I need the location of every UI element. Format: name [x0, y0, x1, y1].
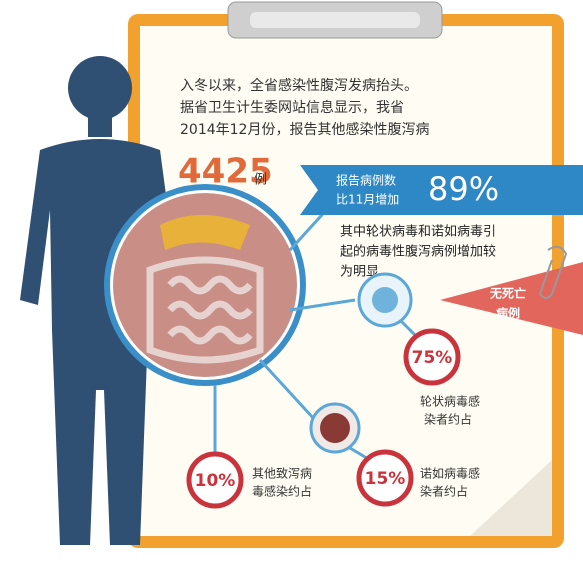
note-line: 起的病毒性腹泻病例增加较 — [340, 244, 496, 260]
clip-inner — [250, 12, 420, 28]
intro-line: 入冬以来，全省感染性腹泻发病抬头。 — [180, 77, 418, 94]
increase-label: 报告病例数 — [336, 173, 396, 188]
group-percent: 15% — [365, 469, 406, 489]
group-label: 染者约占 — [420, 484, 468, 499]
deaths-label: 无死亡 — [489, 286, 526, 301]
infographic: 入冬以来，全省感染性腹泻发病抬头。 据省卫生计生委网站信息显示，我省 2014年… — [0, 0, 583, 562]
group-label: 染者约占 — [424, 412, 472, 427]
increase-label: 比11月增加 — [336, 193, 399, 207]
bacteria-core — [320, 413, 350, 443]
intro-line: 据省卫生计生委网站信息显示，我省 — [180, 99, 404, 116]
group-label: 诺如病毒感 — [420, 466, 480, 481]
group-percent: 10% — [195, 471, 236, 491]
group-percent: 75% — [412, 348, 453, 368]
group-label: 轮状病毒感 — [420, 394, 480, 409]
group-label: 其他致泻病 — [252, 466, 312, 481]
deaths-label: 病例 — [496, 306, 520, 321]
note-line: 其中轮状病毒和诺如病毒引 — [340, 224, 496, 240]
case-unit: 例 — [254, 173, 267, 188]
group-label: 毒感染约占 — [252, 484, 312, 499]
intro-line: 2014年12月份，报告其他感染性腹泻病 — [180, 121, 429, 138]
virus-core — [372, 287, 398, 313]
increase-percent: 89% — [428, 170, 499, 208]
